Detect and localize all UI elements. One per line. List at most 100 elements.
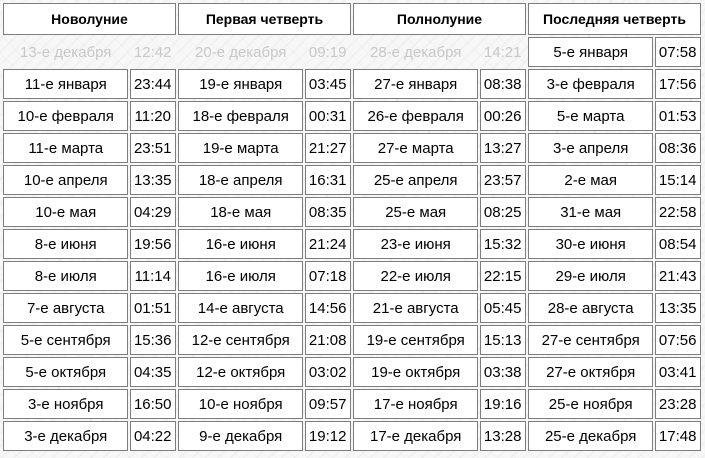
new-moon-time-cell: 16:50	[130, 389, 176, 419]
last-quarter-time-cell: 17:56	[655, 69, 701, 99]
table-row: 11-е января 23:44 19-е января 03:45 27-е янв…	[3, 69, 701, 99]
last-quarter-date-cell: 29-е июля	[527, 261, 654, 291]
last-quarter-date-cell: 27-е сентября	[527, 325, 654, 355]
first-quarter-date-cell: 19-е января	[177, 69, 304, 99]
table-body: 13-е декабря 12:42 20-е декабря 09:19 28-е д…	[3, 37, 701, 451]
last-quarter-date-cell: 3-е февраля	[527, 69, 654, 99]
table-row: 10-е мая 04:29 18-е мая 08:35 25-е мая 08:25 3…	[3, 197, 701, 227]
last-quarter-time-cell: 22:58	[655, 197, 701, 227]
table-row: 3-е декабря 04:22 9-е декабря 19:12 17-е дек…	[3, 421, 701, 451]
table-row: 13-е декабря 12:42 20-е декабря 09:19 28-е д…	[3, 37, 701, 67]
first-quarter-time-cell: 16:31	[305, 165, 351, 195]
first-quarter-time-cell: 07:18	[305, 261, 351, 291]
table-row: 5-е октября 04:35 12-е октября 03:02 19-е ок…	[3, 357, 701, 387]
new-moon-date-cell: 11-е марта	[3, 133, 129, 163]
table-row: 8-е июля 11:14 16-е июля 07:18 22-е июля 22:1…	[3, 261, 701, 291]
last-quarter-time-cell: 08:54	[655, 229, 701, 259]
full-moon-date-cell: 19-е октября	[352, 357, 479, 387]
new-moon-date-cell: 8-е июля	[3, 261, 129, 291]
full-moon-time-cell: 13:28	[480, 421, 526, 451]
last-quarter-time-cell: 23:28	[655, 389, 701, 419]
full-moon-time-cell: 23:57	[480, 165, 526, 195]
table-row: 7-е августа 01:51 14-е августа 14:56 21-е ав…	[3, 293, 701, 323]
table-row: 10-е февраля 11:20 18-е февраля 00:31 26-е ф…	[3, 101, 701, 131]
first-quarter-time-cell: 09:19	[308, 43, 347, 61]
last-quarter-time-cell: 13:35	[655, 293, 701, 323]
header-last-quarter: Последняя четверть	[527, 3, 701, 35]
new-moon-date-cell: 3-е ноября	[3, 389, 129, 419]
full-moon-date-cell: 25-е мая	[352, 197, 479, 227]
first-quarter-time-cell: 19:12	[305, 421, 351, 451]
new-moon-date-cell: 10-е апреля	[3, 165, 129, 195]
first-quarter-time-cell: 03:45	[305, 69, 351, 99]
table-row: 5-е сентября 15:36 12-е сентября 21:08 19-е …	[3, 325, 701, 355]
full-moon-date-cell: 28-е декабря	[369, 43, 462, 61]
first-quarter-date-cell: 18-е мая	[177, 197, 304, 227]
new-moon-time-cell: 23:44	[130, 69, 176, 99]
full-moon-time-cell: 03:38	[480, 357, 526, 387]
first-quarter-time-cell: 00:31	[305, 101, 351, 131]
first-quarter-time-cell: 08:35	[305, 197, 351, 227]
last-quarter-time-cell: 21:43	[655, 261, 701, 291]
new-moon-date-cell: 5-е сентября	[3, 325, 129, 355]
last-quarter-date-cell: 5-е марта	[527, 101, 654, 131]
new-moon-date-cell: 5-е октября	[3, 357, 129, 387]
last-quarter-time-cell: 17:48	[655, 421, 701, 451]
first-quarter-date-cell: 16-е июля	[177, 261, 304, 291]
first-quarter-date-cell: 18-е февраля	[177, 101, 304, 131]
last-quarter-date-cell: 30-е июня	[527, 229, 654, 259]
full-moon-date-cell: 23-е июня	[352, 229, 479, 259]
new-moon-time-cell: 11:14	[130, 261, 176, 291]
first-quarter-time-cell: 21:27	[305, 133, 351, 163]
first-quarter-time-cell: 21:24	[305, 229, 351, 259]
first-quarter-date-cell: 9-е декабря	[177, 421, 304, 451]
full-moon-date-cell: 25-е апреля	[352, 165, 479, 195]
full-moon-date-cell: 17-е ноября	[352, 389, 479, 419]
first-quarter-date-cell: 12-е октября	[177, 357, 304, 387]
last-quarter-time-cell: 07:58	[655, 37, 701, 67]
new-moon-time-cell: 01:51	[130, 293, 176, 323]
full-moon-date-cell: 21-е августа	[352, 293, 479, 323]
new-moon-date-cell: 13-е декабря	[20, 43, 112, 61]
last-quarter-date-cell: 28-е августа	[527, 293, 654, 323]
full-moon-time-cell: 05:45	[480, 293, 526, 323]
full-moon-time-cell: 08:38	[480, 69, 526, 99]
full-moon-time-cell: 14:21	[483, 43, 522, 61]
table-row: 8-е июня 19:56 16-е июня 21:24 23-е июня 15:3…	[3, 229, 701, 259]
full-moon-time-cell: 15:32	[480, 229, 526, 259]
last-quarter-time-cell: 03:41	[655, 357, 701, 387]
new-moon-date-cell: 10-е февраля	[3, 101, 129, 131]
full-moon-date-cell: 17-е декабря	[352, 421, 479, 451]
new-moon-time-cell: 15:36	[130, 325, 176, 355]
full-moon-time-cell: 22:15	[480, 261, 526, 291]
first-quarter-date-cell: 10-е ноября	[177, 389, 304, 419]
first-quarter-date-cell: 18-е апреля	[177, 165, 304, 195]
full-moon-date-cell: 27-е марта	[352, 133, 479, 163]
last-quarter-date-cell: 5-е января	[527, 37, 654, 67]
table-row: 3-е ноября 16:50 10-е ноября 09:57 17-е нояб…	[3, 389, 701, 419]
last-quarter-date-cell: 3-е апреля	[527, 133, 654, 163]
last-quarter-time-cell: 07:56	[655, 325, 701, 355]
full-moon-time-cell: 15:13	[480, 325, 526, 355]
first-quarter-time-cell: 09:57	[305, 389, 351, 419]
new-moon-date-cell: 3-е декабря	[3, 421, 129, 451]
last-quarter-date-cell: 31-е мая	[527, 197, 654, 227]
new-moon-date-cell: 7-е августа	[3, 293, 129, 323]
new-moon-time-cell: 13:35	[130, 165, 176, 195]
last-quarter-date-cell: 2-е мая	[527, 165, 654, 195]
first-quarter-time-cell: 14:56	[305, 293, 351, 323]
new-moon-time-cell: 04:29	[130, 197, 176, 227]
last-quarter-time-cell: 15:14	[655, 165, 701, 195]
new-moon-date-cell: 8-е июня	[3, 229, 129, 259]
table-row: 11-е марта 23:51 19-е марта 21:27 27-е марта…	[3, 133, 701, 163]
header-full-moon: Полнолуние	[352, 3, 526, 35]
new-moon-date-cell: 11-е января	[3, 69, 129, 99]
new-moon-time-cell: 19:56	[130, 229, 176, 259]
full-moon-time-cell: 19:16	[480, 389, 526, 419]
full-moon-date-cell: 26-е февраля	[352, 101, 479, 131]
first-quarter-date-cell: 14-е августа	[177, 293, 304, 323]
header-row: Новолуние Первая четверть Полнолуние Пос…	[3, 3, 701, 35]
last-quarter-time-cell: 01:53	[655, 101, 701, 131]
new-moon-date-cell: 10-е мая	[3, 197, 129, 227]
